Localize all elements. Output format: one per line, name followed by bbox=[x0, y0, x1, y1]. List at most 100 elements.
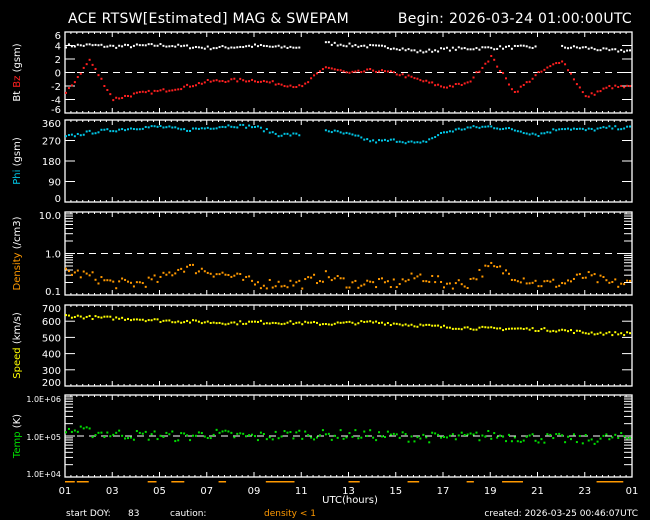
data-point-bz bbox=[268, 81, 271, 84]
data-point-bz bbox=[578, 86, 581, 89]
data-point-bt bbox=[366, 46, 369, 49]
data-point-phi bbox=[572, 127, 575, 130]
data-point-bt bbox=[602, 47, 605, 50]
data-point-phi bbox=[549, 131, 552, 134]
data-point-temp bbox=[608, 438, 611, 441]
data-point-temp bbox=[519, 440, 522, 443]
data-point-speed bbox=[434, 324, 437, 327]
data-point-temp bbox=[147, 438, 150, 441]
data-point-speed bbox=[407, 324, 410, 327]
data-point-bt bbox=[236, 46, 239, 49]
data-point-speed bbox=[318, 323, 321, 326]
data-point-speed bbox=[531, 327, 534, 330]
data-point-phi bbox=[274, 132, 277, 135]
data-point-temp bbox=[383, 436, 386, 439]
data-point-bt bbox=[531, 46, 534, 49]
data-point-bt bbox=[378, 44, 381, 47]
data-point-phi bbox=[469, 126, 472, 129]
data-point-temp bbox=[564, 441, 567, 444]
data-point-phi bbox=[581, 127, 584, 130]
data-point-bz bbox=[448, 84, 451, 87]
data-point-speed bbox=[519, 327, 522, 330]
data-point-bt bbox=[413, 49, 416, 52]
data-point-phi bbox=[575, 128, 578, 131]
data-point-density bbox=[401, 278, 404, 281]
y-axis-label-mag: Bt Bz (gsm) bbox=[12, 43, 23, 101]
data-point-bt bbox=[215, 47, 218, 50]
data-point-bt bbox=[118, 44, 121, 47]
data-point-temp bbox=[94, 434, 97, 437]
data-point-density bbox=[537, 285, 540, 288]
data-point-temp bbox=[200, 431, 203, 434]
y-tick-label-speed: 700 bbox=[42, 304, 61, 315]
data-point-temp bbox=[180, 432, 183, 435]
data-point-temp bbox=[575, 441, 578, 444]
data-point-temp bbox=[197, 431, 200, 434]
data-point-bz bbox=[558, 61, 561, 64]
data-point-bt bbox=[516, 45, 519, 48]
data-point-bz bbox=[171, 89, 174, 92]
data-point-speed bbox=[336, 321, 339, 324]
data-point-speed bbox=[209, 322, 212, 325]
data-point-bz bbox=[295, 86, 298, 89]
data-point-density bbox=[366, 279, 369, 282]
data-point-bz bbox=[186, 83, 189, 86]
data-point-bt bbox=[283, 45, 286, 48]
data-point-density bbox=[629, 279, 632, 282]
data-point-temp bbox=[454, 438, 457, 441]
data-point-bz bbox=[608, 85, 611, 88]
data-point-temp bbox=[496, 436, 499, 439]
data-point-bz bbox=[200, 82, 203, 85]
data-point-bz bbox=[463, 82, 466, 85]
data-point-speed bbox=[76, 314, 79, 317]
data-point-temp bbox=[206, 437, 209, 440]
data-point-phi bbox=[386, 139, 389, 142]
y-tick-label-speed: 400 bbox=[42, 350, 61, 361]
data-point-temp bbox=[484, 435, 487, 438]
data-point-temp bbox=[502, 435, 505, 438]
data-point-bt bbox=[407, 48, 410, 51]
data-point-density bbox=[212, 275, 215, 278]
data-point-speed bbox=[215, 322, 218, 325]
data-point-bt bbox=[351, 45, 354, 48]
data-point-temp bbox=[445, 436, 448, 439]
data-point-speed bbox=[313, 320, 316, 323]
data-point-bz bbox=[141, 90, 144, 93]
data-point-bt bbox=[271, 45, 274, 48]
x-tick-label: 17 bbox=[437, 486, 450, 497]
data-point-bz bbox=[440, 85, 443, 88]
data-point-density bbox=[519, 281, 522, 284]
data-point-density bbox=[230, 275, 233, 278]
data-point-speed bbox=[569, 329, 572, 332]
y-tick-label-mag: -2 bbox=[51, 82, 61, 93]
data-point-speed bbox=[310, 321, 313, 324]
data-point-speed bbox=[611, 334, 614, 337]
data-point-temp bbox=[552, 437, 555, 440]
data-point-temp bbox=[593, 442, 596, 445]
data-point-bt bbox=[481, 46, 484, 49]
data-point-bt bbox=[519, 44, 522, 47]
data-point-bz bbox=[484, 62, 487, 65]
data-point-temp bbox=[466, 433, 469, 436]
data-point-temp bbox=[280, 435, 283, 438]
caution-label: caution: bbox=[170, 509, 207, 519]
data-point-phi bbox=[206, 126, 209, 129]
data-point-bt bbox=[289, 45, 292, 48]
data-point-density bbox=[555, 285, 558, 288]
data-point-bt bbox=[510, 47, 513, 50]
data-point-density bbox=[336, 275, 339, 278]
data-point-speed bbox=[578, 329, 581, 332]
data-point-bt bbox=[153, 44, 156, 47]
data-point-density bbox=[540, 285, 543, 288]
data-point-bt bbox=[212, 47, 215, 50]
data-point-temp bbox=[389, 433, 392, 436]
data-point-bz bbox=[85, 63, 88, 66]
data-point-speed bbox=[221, 322, 224, 325]
data-point-temp bbox=[259, 431, 262, 434]
data-point-temp bbox=[97, 431, 100, 434]
data-point-speed bbox=[150, 319, 153, 322]
data-point-bz bbox=[587, 95, 590, 98]
data-point-speed bbox=[605, 332, 608, 335]
data-point-bz bbox=[254, 80, 256, 83]
